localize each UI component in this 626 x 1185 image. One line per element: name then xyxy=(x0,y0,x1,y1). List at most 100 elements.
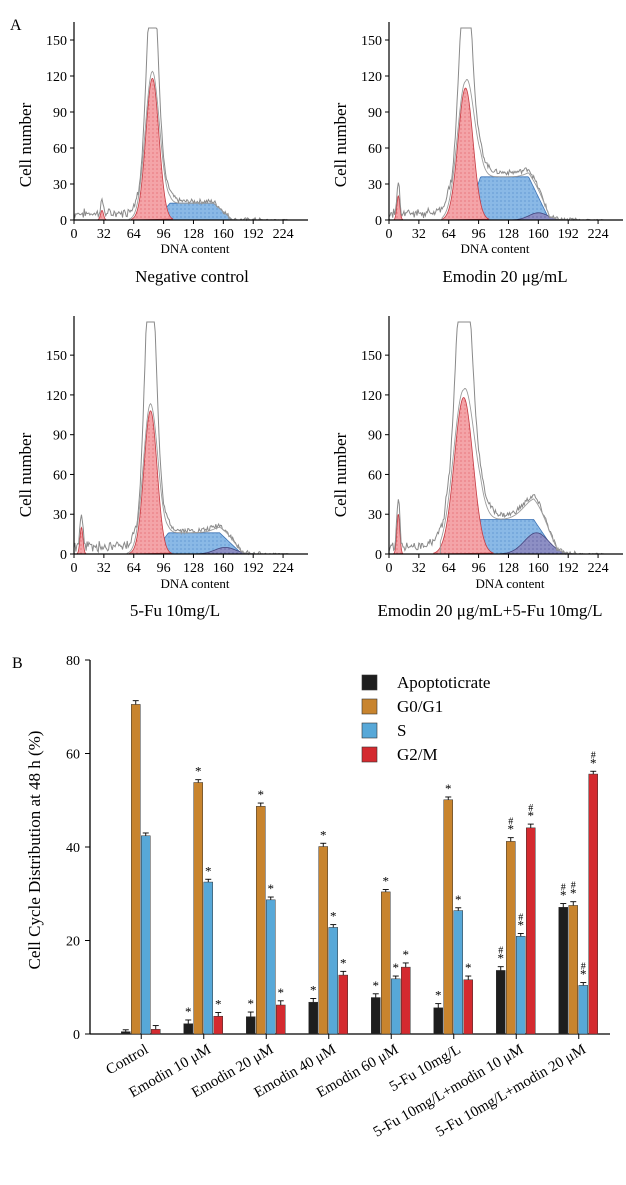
bar xyxy=(131,704,141,1035)
bar xyxy=(516,936,526,1035)
histogram-negative-control: Cell number DNA content Negative control… xyxy=(16,22,308,286)
x-tick-label: 32 xyxy=(412,561,426,576)
significance-mark: * xyxy=(310,982,317,997)
legend-swatch xyxy=(361,722,378,739)
legend-label: Apoptoticrate xyxy=(397,673,490,692)
bar xyxy=(506,841,516,1035)
significance-mark: * xyxy=(373,978,380,993)
bar xyxy=(391,978,401,1035)
y-tick-label: 60 xyxy=(53,142,67,157)
y-tick-label: 90 xyxy=(53,106,67,121)
bar xyxy=(121,1031,131,1035)
bar xyxy=(578,985,588,1035)
fit-envelope-line xyxy=(441,79,576,221)
x-tick-label: 0 xyxy=(386,561,393,576)
bar xyxy=(256,806,266,1035)
bar-category-label: Control xyxy=(104,1042,152,1079)
bar xyxy=(371,997,381,1035)
bar xyxy=(588,773,598,1035)
bar xyxy=(568,905,578,1035)
debris-peak-area xyxy=(76,526,88,555)
y-tick-label: 30 xyxy=(368,508,382,523)
y-tick-label: 150 xyxy=(361,349,382,364)
hist-ylabel: Cell number xyxy=(331,432,350,517)
x-tick-label: 128 xyxy=(498,227,519,242)
bar xyxy=(276,1004,286,1035)
bar xyxy=(266,899,276,1035)
y-tick-label: 90 xyxy=(53,429,67,444)
x-tick-label: 64 xyxy=(442,227,456,242)
significance-mark: # xyxy=(508,817,513,828)
x-tick-label: 96 xyxy=(157,227,171,242)
bar xyxy=(318,846,328,1035)
raw-histogram-line xyxy=(73,321,289,556)
y-tick-label: 120 xyxy=(46,70,67,85)
x-tick-label: 192 xyxy=(558,561,579,576)
x-tick-label: 128 xyxy=(498,561,519,576)
significance-mark: # xyxy=(528,803,533,814)
significance-mark: # xyxy=(498,946,503,957)
y-tick-label: 150 xyxy=(361,34,382,49)
hist-ylabel: Cell number xyxy=(16,432,35,517)
y-tick-label: 30 xyxy=(368,178,382,193)
y-tick-label: 120 xyxy=(46,389,67,404)
g0g1-phase-area xyxy=(441,87,490,221)
x-tick-label: 128 xyxy=(183,561,204,576)
significance-mark: * xyxy=(248,996,255,1011)
y-tick-label: 120 xyxy=(361,389,382,404)
significance-mark: * xyxy=(185,1004,192,1019)
x-tick-label: 224 xyxy=(273,561,294,576)
y-tick-label: 90 xyxy=(368,106,382,121)
x-tick-label: 96 xyxy=(157,561,171,576)
bar-y-tick-label: 60 xyxy=(66,748,80,763)
bar xyxy=(401,966,411,1035)
hist-xlabel: DNA content xyxy=(161,241,230,256)
x-tick-label: 32 xyxy=(97,227,111,242)
bar-y-tick-label: 40 xyxy=(66,841,80,856)
hist-xlabel: DNA content xyxy=(461,241,530,256)
significance-mark: * xyxy=(498,951,505,966)
hist-xlabel: DNA content xyxy=(161,576,230,591)
legend-label: S xyxy=(397,721,406,740)
significance-mark: * xyxy=(445,781,452,796)
x-tick-label: 160 xyxy=(528,227,549,242)
legend-swatch xyxy=(361,746,378,763)
bar xyxy=(213,1015,223,1035)
x-tick-label: 64 xyxy=(442,561,456,576)
significance-mark: * xyxy=(435,988,442,1003)
bar xyxy=(381,891,391,1035)
raw-histogram-line xyxy=(388,321,604,556)
histogram-5fu: Cell number DNA content 5-Fu 10mg/L 0 30 6… xyxy=(16,316,308,620)
bar xyxy=(526,827,536,1035)
significance-mark: * xyxy=(258,787,265,802)
significance-mark: * xyxy=(465,960,472,975)
bar xyxy=(141,835,151,1035)
hist-ylabel: Cell number xyxy=(331,102,350,187)
y-tick-label: 60 xyxy=(53,468,67,483)
fit-envelope-line xyxy=(439,388,576,555)
bar-ylabel: Cell Cycle Distribution at 48 h (%) xyxy=(25,731,44,970)
bar xyxy=(453,910,463,1035)
significance-mark: * xyxy=(590,755,597,770)
cell-cycle-bar-chart: Cell Cycle Distribution at 48 h (%) 0 20 4… xyxy=(25,654,610,1141)
x-tick-label: 192 xyxy=(558,227,579,242)
hist-xlabel: DNA content xyxy=(476,576,545,591)
x-tick-label: 64 xyxy=(127,561,141,576)
panel-label-b: B xyxy=(12,655,23,672)
significance-mark: # xyxy=(561,883,566,894)
debris-peak-area xyxy=(393,514,404,555)
hist-ylabel: Cell number xyxy=(16,102,35,187)
g0g1-phase-area xyxy=(433,397,494,555)
bar xyxy=(193,782,203,1035)
significance-mark: * xyxy=(580,967,587,982)
significance-mark: * xyxy=(393,960,400,975)
y-tick-label: 150 xyxy=(46,349,67,364)
y-tick-label: 60 xyxy=(368,142,382,157)
significance-mark: # xyxy=(581,962,586,973)
significance-mark: * xyxy=(195,764,202,779)
significance-mark: # xyxy=(571,881,576,892)
x-tick-label: 192 xyxy=(243,561,264,576)
significance-mark: * xyxy=(383,874,390,889)
significance-mark: * xyxy=(403,947,410,962)
y-tick-label: 0 xyxy=(375,214,382,229)
